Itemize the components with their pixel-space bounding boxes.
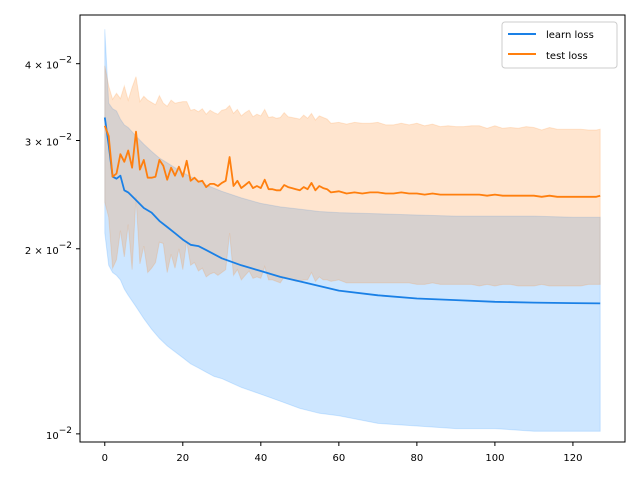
y-tick-label: 2 × 10−2 [25,241,72,257]
confidence-bands [104,29,601,432]
x-tick-label: 40 [254,453,267,464]
line-learn-loss [103,117,601,305]
y-tick-label: 10−2 [46,426,72,442]
x-tick-label: 60 [332,453,345,464]
x-tick-label: 20 [176,453,189,464]
x-tick-label: 0 [102,453,108,464]
x-tick-label: 120 [563,453,582,464]
x-axis: 0 20 40 60 80 100 120 [102,442,582,464]
x-tick-label: 80 [411,453,424,464]
legend-label-test-loss: test loss [546,51,588,62]
line-test-loss [103,125,601,198]
band-learn-loss [104,29,601,432]
series-lines [103,117,601,305]
y-axis: 10−2 2 × 10−2 3 × 10−2 4 × 10−2 [25,56,80,442]
y-tick-label: 3 × 10−2 [25,133,72,149]
y-tick-label: 4 × 10−2 [25,56,72,72]
x-tick-label: 100 [485,453,504,464]
plot-frame [79,14,626,443]
band-test-loss [104,65,601,287]
legend: learn loss test loss [501,21,618,69]
legend-label-learn-loss: learn loss [546,30,594,41]
